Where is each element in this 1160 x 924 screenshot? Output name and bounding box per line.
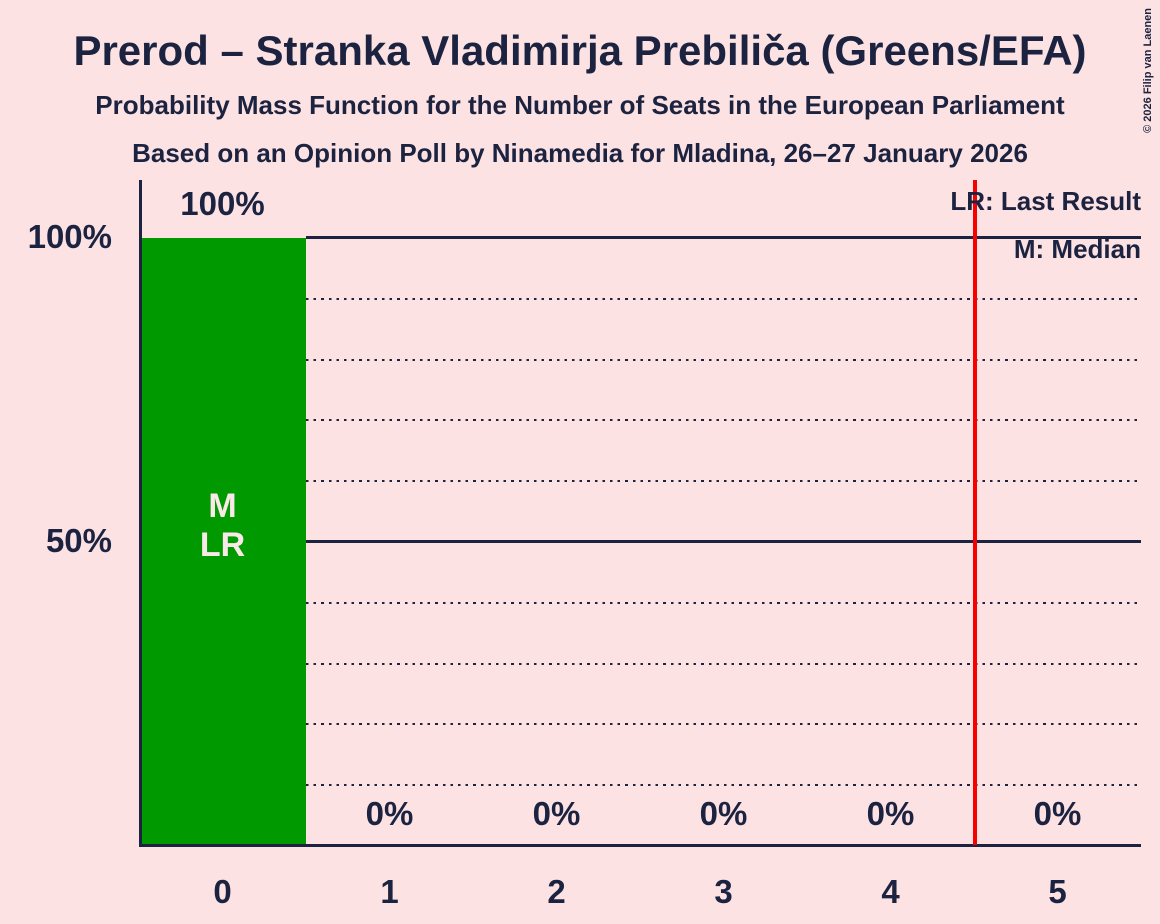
bar-value-label-2: 0%	[532, 795, 581, 832]
chart-title: Prerod – Stranka Vladimirja Prebiliča (G…	[73, 27, 1087, 74]
x-tick-0: 0	[213, 873, 232, 910]
gridline-100	[306, 236, 1141, 239]
x-axis-line	[139, 844, 1141, 847]
bar-seats-0	[140, 238, 306, 847]
median-marker: M	[208, 487, 237, 525]
gridline-80	[306, 359, 1141, 362]
median-last-result-annotation: M LR	[139, 487, 306, 565]
gridline-10	[306, 784, 1141, 787]
gridline-90	[306, 298, 1141, 301]
chart-subtitle: Probability Mass Function for the Number…	[95, 90, 1065, 120]
x-tick-4: 4	[881, 873, 900, 910]
majority-threshold-line	[973, 180, 977, 845]
legend-last-result: LR: Last Result	[950, 186, 1141, 216]
bar-value-label-4: 0%	[866, 795, 915, 832]
chart-sub-subtitle: Based on an Opinion Poll by Ninamedia fo…	[132, 138, 1028, 168]
gridline-30	[306, 663, 1141, 666]
copyright-text: © 2026 Filip van Laenen	[1142, 8, 1154, 133]
y-axis-label-50: 50%	[45, 522, 112, 559]
gridline-40	[306, 602, 1141, 605]
legend-median: M: Median	[1013, 234, 1141, 264]
bar-value-label-0: 100%	[180, 185, 265, 222]
bar-value-label-1: 0%	[365, 795, 414, 832]
gridline-20	[306, 723, 1141, 726]
gridline-50	[306, 540, 1141, 543]
x-tick-5: 5	[1048, 873, 1067, 910]
gridline-70	[306, 419, 1141, 422]
x-axis-tick-labels: 0 1 2 3 4 5	[139, 872, 1141, 912]
bar-value-label-5: 0%	[1033, 795, 1082, 832]
y-axis-label-100: 100%	[27, 218, 112, 255]
last-result-marker: LR	[199, 526, 246, 564]
gridline-60	[306, 480, 1141, 483]
x-tick-1: 1	[380, 873, 399, 910]
y-axis-line	[139, 180, 142, 847]
x-tick-3: 3	[714, 873, 733, 910]
bar-value-label-3: 0%	[699, 795, 748, 832]
plot-area: 100% 0% 0% 0% 0% 0% M LR	[139, 180, 1141, 847]
x-tick-2: 2	[547, 873, 566, 910]
